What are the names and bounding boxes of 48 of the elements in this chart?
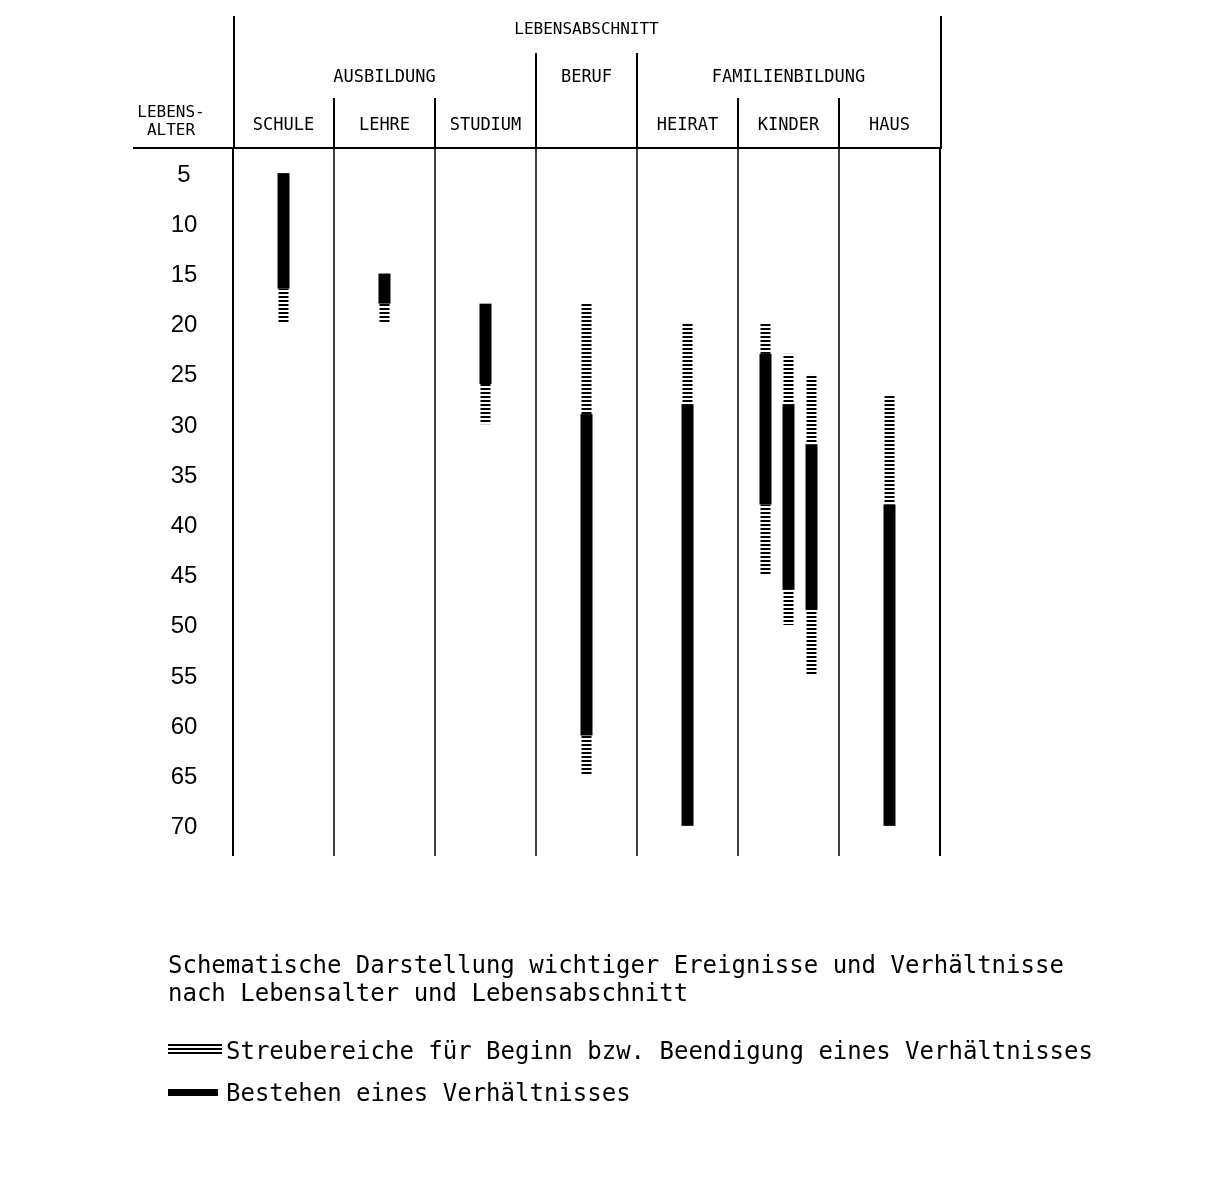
bar [277, 173, 290, 289]
bar [783, 353, 794, 405]
bar [760, 323, 771, 354]
bar [379, 303, 390, 324]
y-tick-label: 5 [177, 159, 191, 187]
x-tick-label: HEIRAT [656, 114, 719, 134]
x-tick-label: STUDIUM [449, 114, 522, 134]
bar [806, 373, 817, 445]
bar [883, 504, 896, 826]
legend-label: Streubereiche für Beginn bzw. Beendigung eines Verhältnisses [226, 1037, 1093, 1066]
x-tick-label: LEHRE [358, 114, 411, 134]
y-tick-label: 15 [170, 259, 198, 287]
bar [682, 323, 693, 405]
bar [581, 303, 592, 415]
bar [681, 404, 694, 826]
y-axis-title: LEBENS-ALTER [137, 102, 205, 139]
y-tick-label: 55 [170, 661, 198, 689]
y-tick-label: 70 [170, 812, 198, 840]
y-tick-label: 20 [170, 310, 198, 338]
y-tick-label: 40 [170, 511, 198, 538]
bar [783, 589, 794, 626]
y-tick-label: 45 [170, 561, 198, 589]
bar [581, 735, 592, 776]
bar [580, 414, 593, 736]
text: BERUF [560, 66, 613, 86]
x-tick-label: HAUS [869, 114, 910, 134]
y-tick-label: 65 [170, 762, 198, 790]
text: AUSBILDUNG [333, 66, 436, 86]
bar [278, 288, 289, 324]
text: FAMILIENBILDUNG [711, 66, 866, 86]
bar [782, 404, 795, 590]
text: Schematische Darstellung wichtiger Ereignisse und Verhältnisse nach Lebensalter und Lebensabschnitt [168, 951, 1064, 1007]
y-tick-label: 25 [170, 360, 198, 388]
y-tick-label: 35 [170, 460, 198, 488]
y-tick-label: 30 [170, 410, 198, 438]
bar [760, 504, 771, 575]
legend-label: Bestehen eines Verhältnisses [226, 1079, 631, 1108]
x-axis-title: LEBENSABSCHNITT [514, 19, 660, 38]
bar [479, 303, 492, 384]
bar [759, 353, 772, 505]
bar [378, 273, 391, 304]
x-tick-label: SCHULE [252, 114, 315, 134]
y-tick-label: 50 [170, 611, 198, 639]
y-tick-label: 60 [170, 711, 198, 739]
bar [480, 384, 491, 425]
x-tick-label: KINDER [757, 114, 820, 134]
y-tick-label: 10 [170, 209, 198, 237]
bar [805, 444, 818, 610]
